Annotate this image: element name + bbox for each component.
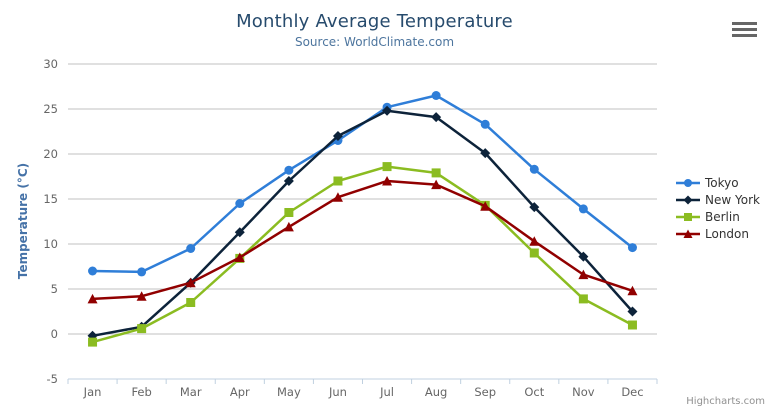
data-point[interactable] — [234, 227, 245, 238]
square-marker-icon — [676, 212, 700, 221]
series-tokyo[interactable] — [88, 91, 637, 277]
data-point[interactable] — [332, 131, 343, 141]
series-london[interactable] — [87, 176, 638, 304]
data-point[interactable] — [284, 208, 294, 217]
data-point[interactable] — [684, 178, 692, 187]
data-point[interactable] — [382, 105, 393, 116]
y-axis-label: 25 — [43, 102, 58, 116]
chart-title: Monthly Average Temperature — [236, 11, 513, 32]
data-point[interactable] — [529, 164, 539, 174]
series-line[interactable] — [91, 94, 634, 274]
data-point[interactable] — [186, 244, 196, 253]
data-point[interactable] — [627, 243, 637, 253]
legend-item-tokyo[interactable]: Tokyo — [676, 174, 760, 191]
data-point[interactable] — [480, 201, 491, 211]
x-axis-label: Apr — [230, 385, 250, 399]
data-point[interactable] — [333, 176, 343, 186]
hamburger-bar — [732, 22, 757, 25]
hamburger-bar — [732, 28, 757, 31]
circle-marker-icon — [676, 178, 700, 187]
y-axis-label: 15 — [43, 192, 58, 206]
data-point[interactable] — [87, 293, 98, 304]
data-point[interactable] — [431, 91, 441, 100]
y-axis-label: 20 — [43, 147, 58, 161]
data-point[interactable] — [382, 176, 393, 186]
legend-item-new-york[interactable]: New York — [676, 191, 760, 208]
legend-item-berlin[interactable]: Berlin — [676, 208, 760, 225]
data-point[interactable] — [136, 291, 147, 301]
data-point[interactable] — [186, 298, 196, 307]
data-point[interactable] — [578, 269, 589, 280]
series-line[interactable] — [91, 179, 634, 301]
data-point[interactable] — [627, 306, 638, 317]
data-point[interactable] — [627, 320, 637, 330]
data-point[interactable] — [480, 148, 491, 159]
data-point[interactable] — [283, 176, 294, 186]
chart-subtitle: Source: WorldClimate.com — [294, 35, 455, 49]
credits-link[interactable]: Highcharts.com — [686, 396, 765, 407]
data-point[interactable] — [684, 212, 692, 221]
data-point[interactable] — [683, 229, 693, 238]
x-axis-label: Nov — [572, 385, 595, 399]
y-axis-label: 5 — [51, 282, 58, 296]
legend-label: Berlin — [705, 209, 740, 224]
data-point[interactable] — [431, 112, 442, 123]
data-point[interactable] — [480, 119, 490, 129]
x-axis-label: Sep — [474, 385, 496, 399]
x-axis-label: Feb — [131, 385, 151, 399]
x-axis-label: Jun — [328, 385, 347, 399]
x-axis-label: May — [277, 385, 301, 399]
data-point[interactable] — [284, 165, 294, 175]
x-axis-label: Dec — [621, 385, 643, 399]
x-axis-label: Jul — [379, 385, 394, 399]
data-point[interactable] — [578, 251, 589, 262]
series-line[interactable] — [91, 109, 634, 338]
y-axis-label: 30 — [43, 57, 58, 71]
legend-label: Tokyo — [705, 175, 739, 190]
data-point[interactable] — [578, 294, 588, 304]
data-point[interactable] — [431, 168, 441, 178]
y-axis-label: 10 — [43, 237, 58, 251]
data-point[interactable] — [283, 221, 294, 232]
data-point[interactable] — [137, 324, 147, 334]
data-point[interactable] — [235, 199, 245, 208]
data-point[interactable] — [529, 236, 540, 246]
legend-label: New York — [705, 192, 760, 207]
data-point[interactable] — [185, 277, 196, 288]
data-point[interactable] — [88, 337, 98, 347]
legend-item-london[interactable]: London — [676, 225, 760, 242]
hamburger-icon[interactable] — [732, 22, 757, 37]
series-new-york[interactable] — [87, 105, 638, 341]
series-line[interactable] — [91, 165, 634, 344]
y-axis-label: -5 — [47, 372, 58, 386]
legend-label: London — [705, 226, 749, 241]
x-axis-label: Oct — [524, 385, 544, 399]
triangle-marker-icon — [676, 229, 700, 238]
diamond-marker-icon — [676, 195, 700, 204]
hamburger-bar — [732, 34, 757, 37]
x-axis-label: Jan — [83, 385, 102, 399]
data-point[interactable] — [627, 285, 638, 296]
series-berlin[interactable] — [88, 162, 637, 347]
data-point[interactable] — [88, 266, 98, 276]
data-point[interactable] — [332, 192, 343, 202]
x-axis-label: Mar — [180, 385, 202, 399]
data-point[interactable] — [683, 195, 693, 204]
data-point[interactable] — [431, 179, 442, 190]
data-point[interactable] — [137, 267, 147, 277]
data-point[interactable] — [382, 162, 392, 172]
data-point[interactable] — [578, 204, 588, 214]
data-point[interactable] — [529, 248, 539, 258]
y-axis-label: 0 — [51, 327, 58, 341]
data-point[interactable] — [529, 202, 540, 213]
x-axis-label: Aug — [425, 385, 447, 399]
data-point[interactable] — [234, 252, 245, 263]
legend: Tokyo New York Berlin London — [676, 174, 760, 242]
